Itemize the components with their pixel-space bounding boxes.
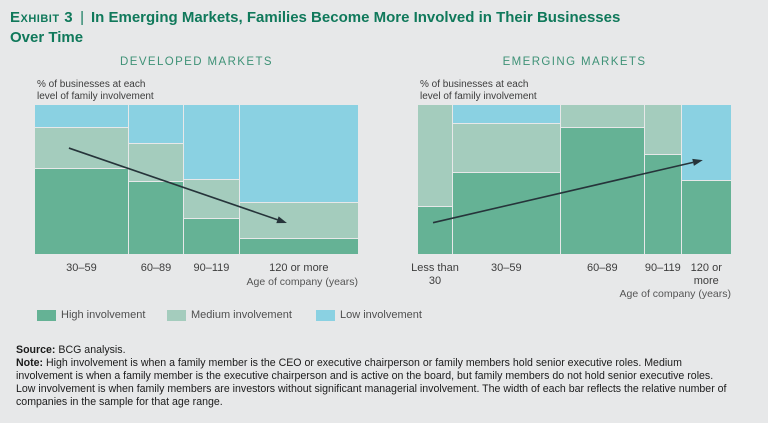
title-separator: | bbox=[80, 9, 84, 26]
segment-low-involvement bbox=[239, 105, 359, 203]
segment-high-involvement bbox=[681, 181, 731, 254]
note-label: Note: bbox=[16, 357, 44, 369]
segment-low-involvement bbox=[184, 105, 239, 179]
segment-high-involvement bbox=[35, 168, 128, 254]
segment-high-involvement bbox=[645, 154, 681, 254]
mosaic-column: 60–89 bbox=[128, 105, 184, 274]
mosaic-chart-developed: 30–59 60–89 90–119 120 or more bbox=[35, 105, 359, 274]
source-text: BCG analysis. bbox=[55, 344, 126, 356]
legend-label-high: High involvement bbox=[61, 309, 146, 321]
segment-low-involvement bbox=[681, 105, 731, 181]
x-axis-tick-label: Less than 30 bbox=[411, 262, 459, 288]
page-title: Exhibit 3 | In Emerging Markets, Families … bbox=[10, 8, 620, 48]
legend-label-medium: Medium involvement bbox=[191, 309, 292, 321]
segment-low-involvement bbox=[128, 105, 184, 144]
segment-low-involvement bbox=[452, 105, 560, 123]
segment-medium-involvement bbox=[35, 128, 128, 168]
segment-medium-involvement bbox=[645, 105, 681, 154]
mosaic-column: 60–89 bbox=[560, 105, 645, 274]
segment-medium-involvement bbox=[452, 123, 560, 173]
mosaic-column: 90–119 bbox=[184, 105, 239, 274]
title-line2: Over Time bbox=[10, 29, 84, 46]
high-involvement-swatch bbox=[37, 309, 56, 321]
segment-high-involvement bbox=[452, 173, 560, 254]
segment-high-involvement bbox=[239, 239, 359, 254]
legend-label-low: Low involvement bbox=[340, 309, 422, 321]
segment-medium-involvement bbox=[418, 105, 452, 206]
note-text: High involvement is when a family member… bbox=[16, 357, 727, 408]
legend-item-medium: Medium involvement bbox=[167, 309, 292, 321]
x-axis-tick-label: 120 or more bbox=[690, 262, 722, 288]
x-axis-tick-label: 60–89 bbox=[587, 262, 618, 274]
segment-medium-involvement bbox=[184, 179, 239, 218]
x-axis-tick-label: 30–59 bbox=[66, 262, 97, 274]
chart-title-emerging: EMERGING MARKETS bbox=[502, 56, 647, 68]
mosaic-column: 30–59 bbox=[35, 105, 128, 274]
legend-item-high: High involvement bbox=[37, 309, 145, 321]
y-axis-label: % of businesses at each level of family … bbox=[420, 79, 537, 103]
segment-medium-involvement bbox=[128, 144, 184, 181]
y-axis-label-line: % of businesses at each bbox=[420, 79, 529, 90]
low-involvement-swatch bbox=[316, 309, 335, 321]
x-axis-tick-label: 30–59 bbox=[490, 262, 522, 274]
segment-high-involvement bbox=[184, 218, 239, 254]
y-axis-label-line: level of family involvement bbox=[420, 91, 537, 102]
mosaic-column: 120 or more bbox=[239, 105, 359, 274]
mosaic-column: Less than 30 bbox=[411, 105, 459, 287]
segment-high-involvement bbox=[128, 181, 184, 254]
mosaic-chart-emerging: Less than 30 30–59 60–89 90–119 120 or more bbox=[411, 105, 731, 287]
segment-low-involvement bbox=[35, 105, 128, 128]
mosaic-column: 120 or more bbox=[681, 105, 731, 287]
y-axis-label-line: % of businesses at each bbox=[37, 79, 146, 90]
segment-high-involvement bbox=[560, 128, 645, 254]
mosaic-column: 90–119 bbox=[645, 105, 681, 274]
segment-medium-involvement bbox=[239, 203, 359, 239]
x-axis-tick-label: 90–119 bbox=[644, 262, 681, 274]
segment-high-involvement bbox=[418, 206, 452, 254]
exhibit-number: Exhibit 3 bbox=[10, 9, 74, 26]
x-axis-tick-label: 90–119 bbox=[193, 262, 230, 274]
footnote: Source: BCG analysis. Note: High involve… bbox=[16, 344, 728, 409]
title-line1: In Emerging Markets, Families Become Mor… bbox=[90, 9, 621, 26]
y-axis-label: % of businesses at each level of family … bbox=[37, 79, 154, 103]
legend-item-low: Low involvement bbox=[316, 309, 422, 321]
x-axis-tick-label: 60–89 bbox=[140, 262, 172, 274]
source-label: Source: bbox=[16, 344, 56, 356]
x-axis-caption: Age of company (years) bbox=[619, 288, 731, 300]
legend: High involvement Medium involvement Low … bbox=[0, 309, 768, 325]
x-axis-tick-label: 120 or more bbox=[269, 262, 329, 274]
mosaic-column: 30–59 bbox=[452, 105, 560, 274]
segment-medium-involvement bbox=[560, 105, 645, 128]
x-axis-caption: Age of company (years) bbox=[246, 276, 358, 288]
y-axis-label-line: level of family involvement bbox=[37, 91, 154, 102]
medium-involvement-swatch bbox=[167, 309, 186, 321]
chart-title-developed: DEVELOPED MARKETS bbox=[120, 56, 273, 68]
